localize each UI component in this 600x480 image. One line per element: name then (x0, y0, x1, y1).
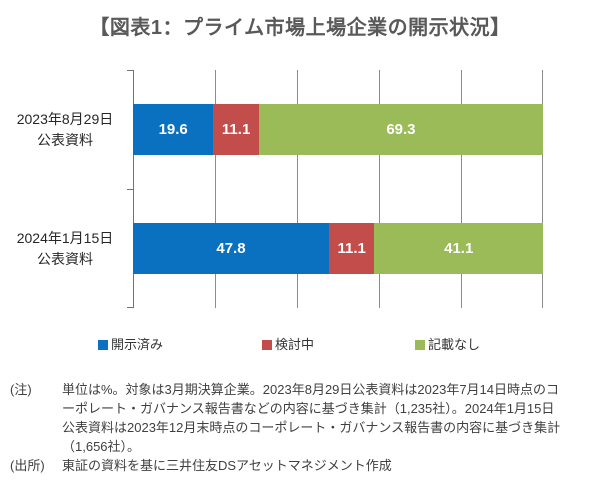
note-label: (注) (10, 382, 32, 397)
bar-segment: 11.1 (328, 223, 375, 274)
legend-item-considering: 検討中 (262, 335, 314, 355)
chart-title: 【図表1：プライム市場上場企業の開示状況】 (89, 17, 511, 39)
gridline (297, 70, 298, 308)
category-label: 2023年8月29日 公表資料 (16, 110, 114, 148)
bar-value-label: 11.1 (221, 121, 251, 138)
bar-value-label: 11.1 (337, 240, 366, 257)
bar-value-label: 19.6 (158, 121, 188, 138)
bar-segment: 69.3 (258, 104, 543, 155)
plot-area: 2023年8月29日 公表資料 19.6 11.1 69.3 2024年1月15日 公表資料… (17, 70, 543, 308)
note-text: 単位は%。対象は3月期決算企業。2023年8月29日公表資料は2023年7月14… (62, 382, 561, 454)
bar-value-label: 69.3 (386, 121, 416, 138)
bar-row: 2024年1月15日 公表資料 47.8 11.1 41.1 (17, 189, 543, 308)
bar-stack: 47.8 11.1 41.1 (133, 223, 543, 274)
bar-value-label: 47.8 (216, 240, 246, 257)
bar-row: 2023年8月29日 公表資料 19.6 11.1 69.3 (17, 70, 543, 189)
source-label: (出所) (10, 458, 45, 473)
gridline (379, 70, 380, 308)
legend-label-disclosed: 開示済み (111, 337, 164, 352)
legend-swatch-disclosed-icon (98, 340, 108, 350)
bar-segment: 11.1 (213, 104, 259, 155)
category-axis-line (133, 70, 134, 308)
bar-segment: 41.1 (374, 223, 543, 274)
notes-block: (注) 単位は%。対象は3月期決算企業。2023年8月29日公表資料は2023年… (10, 380, 562, 475)
bar-segment: 19.6 (133, 104, 214, 155)
note-row: (注) 単位は%。対象は3月期決算企業。2023年8月29日公表資料は2023年… (10, 380, 562, 456)
legend-label-not-stated: 記載なし (428, 337, 481, 352)
axis-tick (127, 307, 133, 308)
axis-tick (127, 70, 133, 71)
bar-value-label: 41.1 (444, 240, 474, 257)
category-label: 2024年1月15日 公表資料 (16, 229, 114, 267)
legend-item-not-stated: 記載なし (415, 335, 480, 355)
gridline (215, 70, 216, 308)
bar-stack: 19.6 11.1 69.3 (133, 104, 543, 155)
chart-legend: 開示済み 検討中 記載なし (0, 335, 600, 355)
axis-tick (127, 189, 133, 190)
gridline (461, 70, 462, 308)
source-text: 東証の資料を基に三井住友DSアセットマネジメント作成 (62, 458, 392, 473)
bar-segment: 47.8 (133, 223, 329, 274)
legend-item-disclosed: 開示済み (98, 335, 163, 355)
legend-label-considering: 検討中 (275, 337, 315, 352)
source-row: (出所) 東証の資料を基に三井住友DSアセットマネジメント作成 (10, 456, 562, 475)
legend-swatch-considering-icon (262, 340, 272, 350)
legend-swatch-not-stated-icon (415, 340, 425, 350)
gridline (542, 70, 543, 308)
